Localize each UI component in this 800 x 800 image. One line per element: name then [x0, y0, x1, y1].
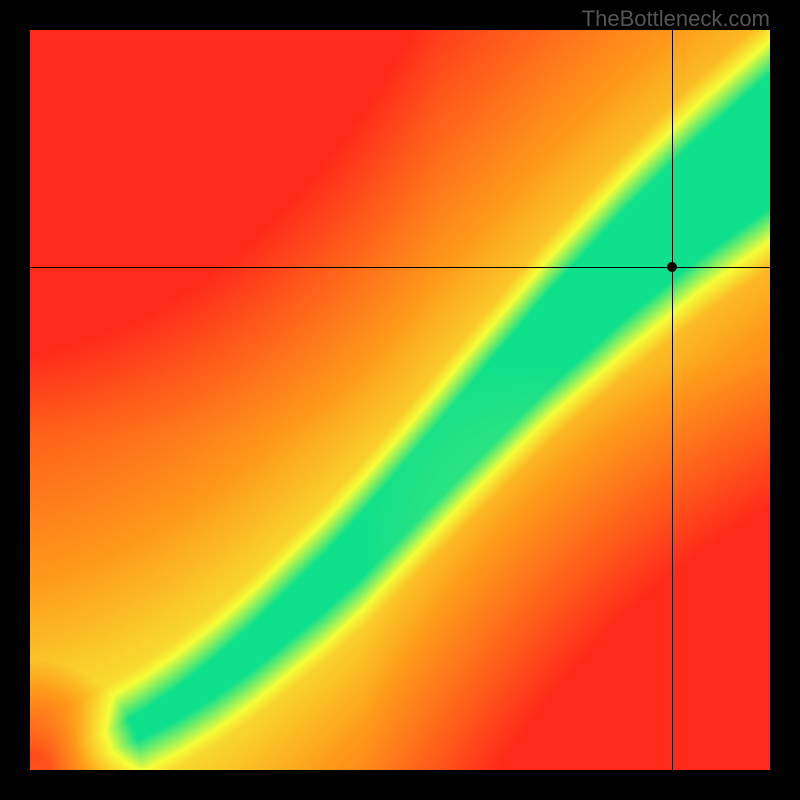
- heatmap-canvas: [30, 30, 770, 770]
- crosshair-marker: [667, 262, 677, 272]
- crosshair-vertical: [672, 30, 673, 770]
- watermark-text: TheBottleneck.com: [582, 6, 770, 32]
- heatmap-plot: [30, 30, 770, 770]
- crosshair-horizontal: [30, 267, 770, 268]
